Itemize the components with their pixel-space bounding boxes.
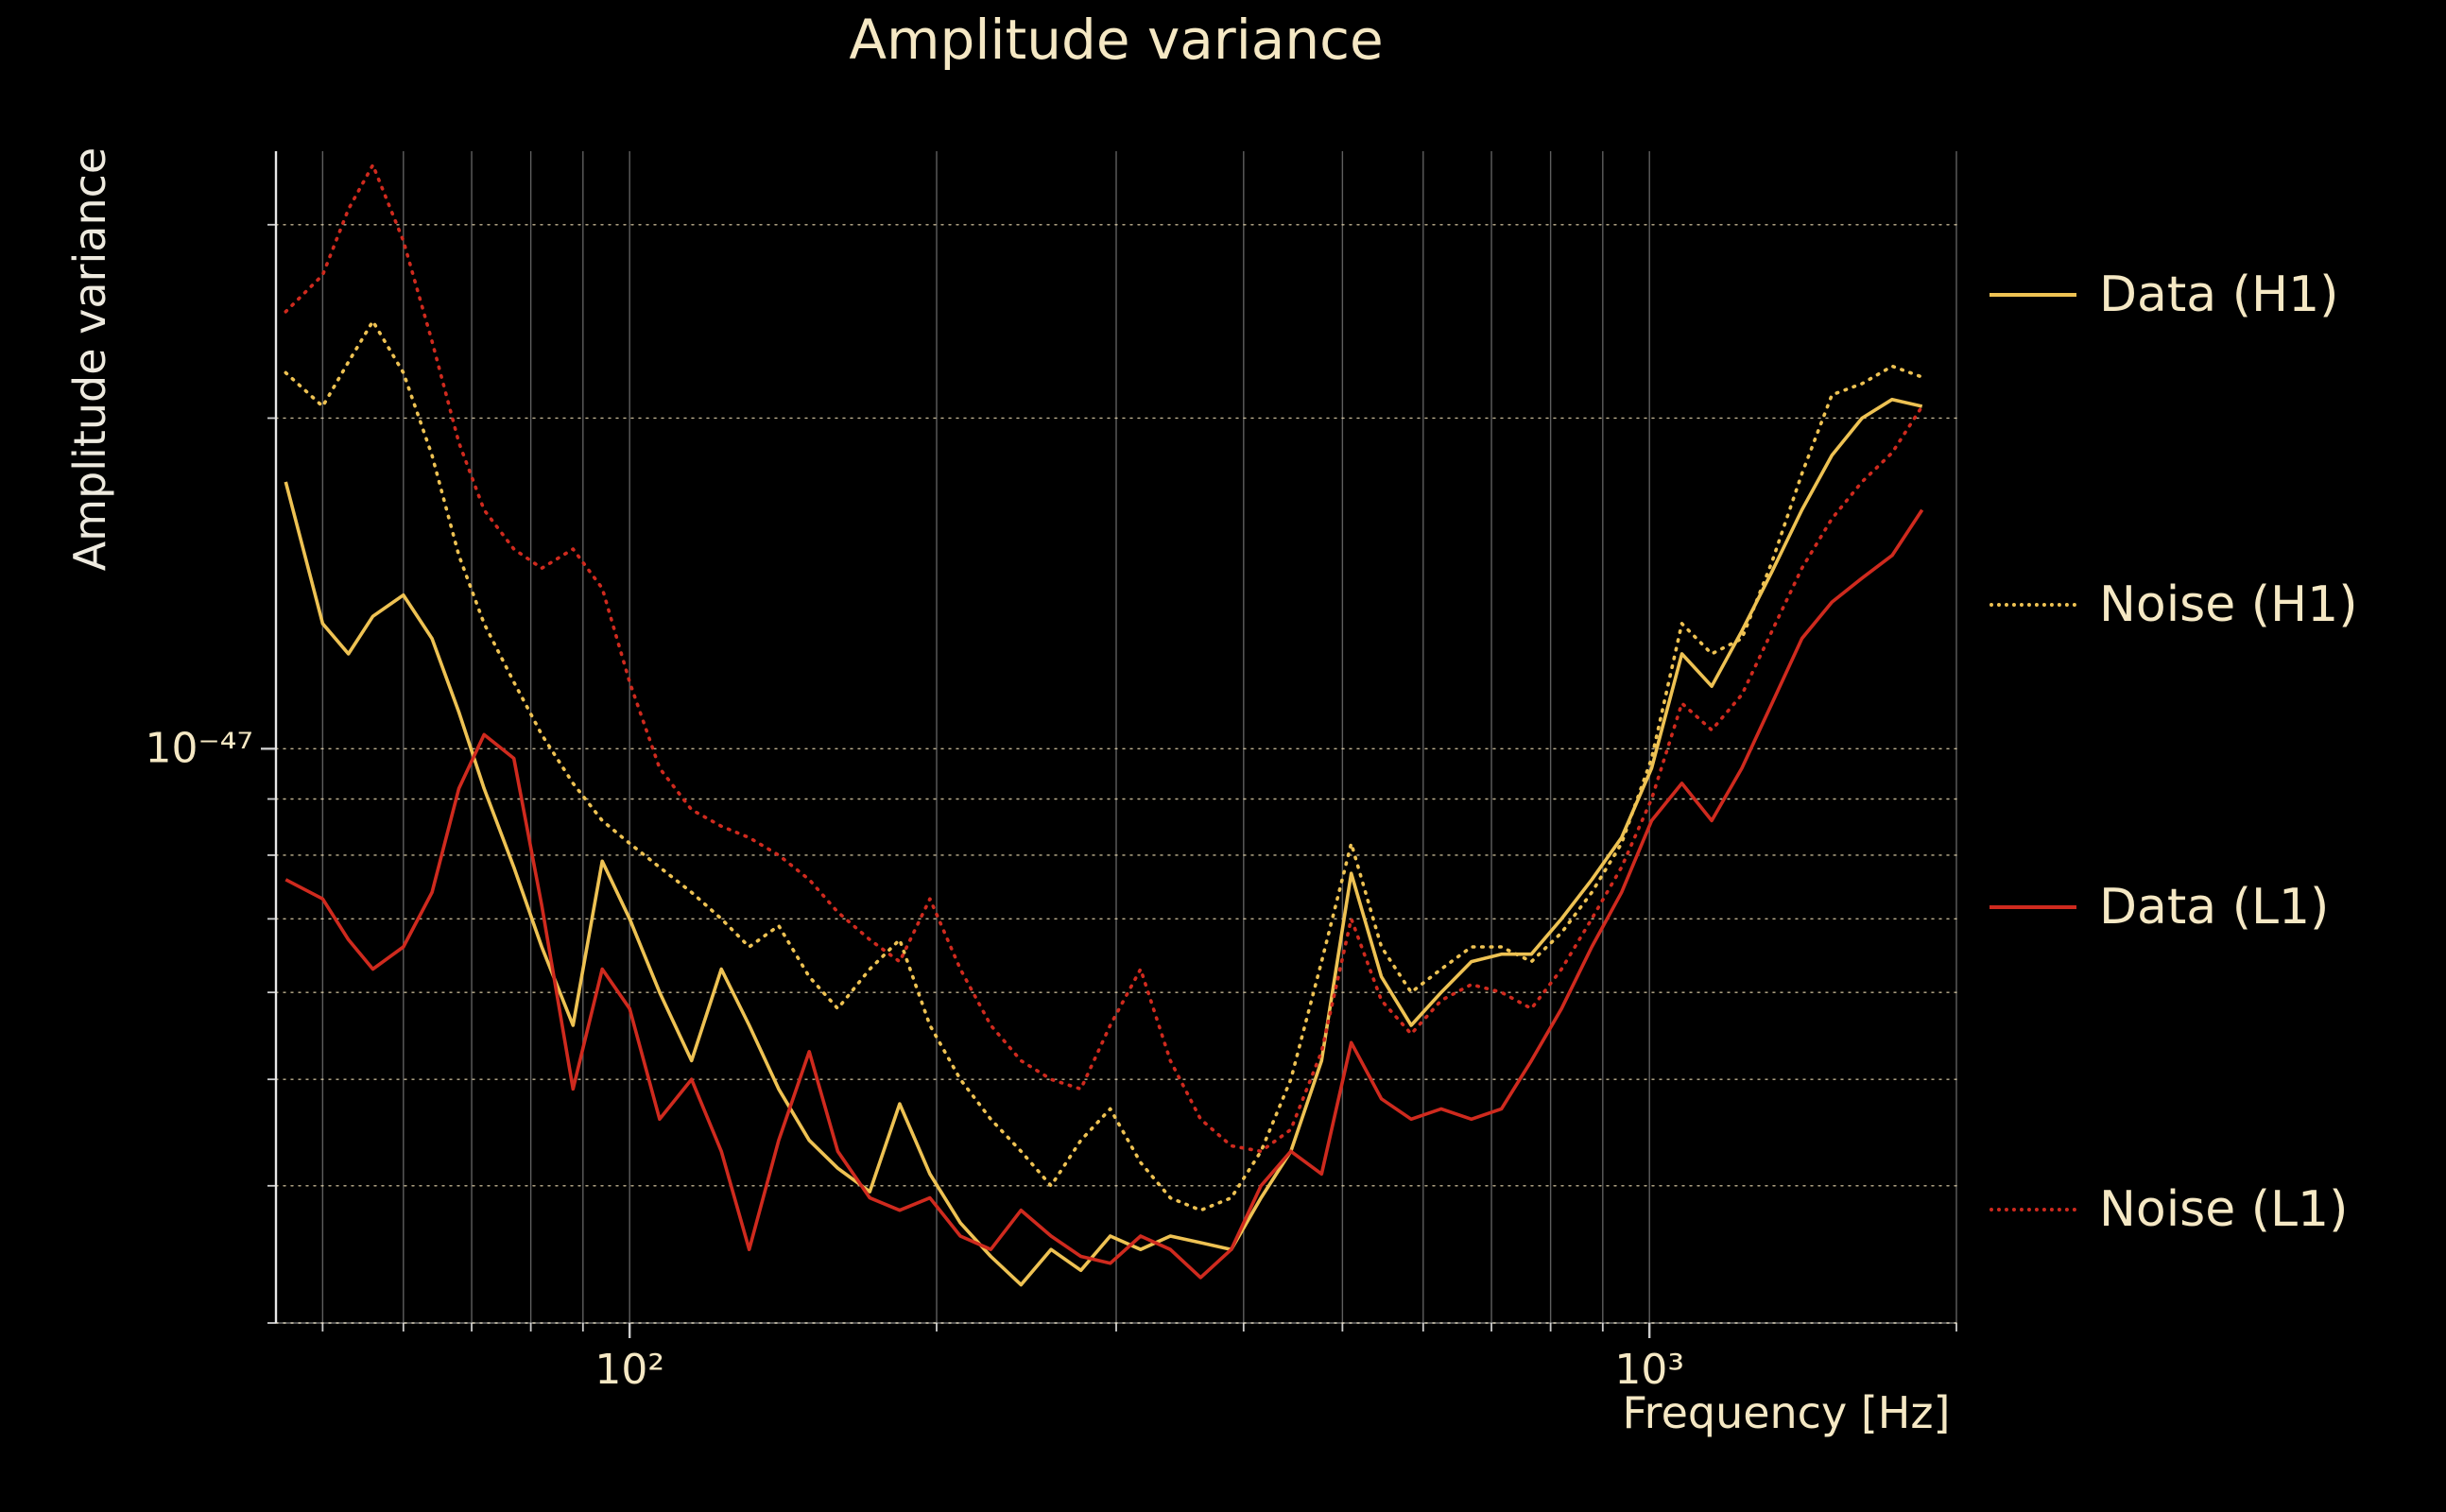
legend-label: Data (L1): [2099, 879, 2330, 936]
x-tick-label: 10²: [594, 1346, 664, 1394]
legend-item-data-h1: Data (H1): [1990, 266, 2338, 323]
x-axis-label: Frequency [Hz]: [1622, 1387, 1951, 1438]
legend-label: Noise (L1): [2099, 1181, 2349, 1238]
legend-line-sample-dotted-red: [1990, 1208, 2076, 1211]
legend-line-sample-solid-red: [1990, 905, 2076, 909]
chart-title: Amplitude variance: [849, 8, 1384, 72]
legend-item-noise-h1: Noise (H1): [1990, 576, 2358, 633]
legend-item-data-l1: Data (L1): [1990, 879, 2329, 936]
y-axis-label: Amplitude variance: [64, 146, 115, 572]
legend-item-noise-l1: Noise (L1): [1990, 1181, 2348, 1238]
legend-label: Data (H1): [2099, 266, 2339, 323]
y-tick-label: 10⁻⁴⁷: [145, 724, 254, 773]
x-tick-label: 10³: [1614, 1346, 1685, 1394]
legend-line-sample-solid-gold: [1990, 293, 2076, 297]
legend-label: Noise (H1): [2099, 576, 2358, 633]
legend-line-sample-dotted-gold: [1990, 603, 2076, 607]
